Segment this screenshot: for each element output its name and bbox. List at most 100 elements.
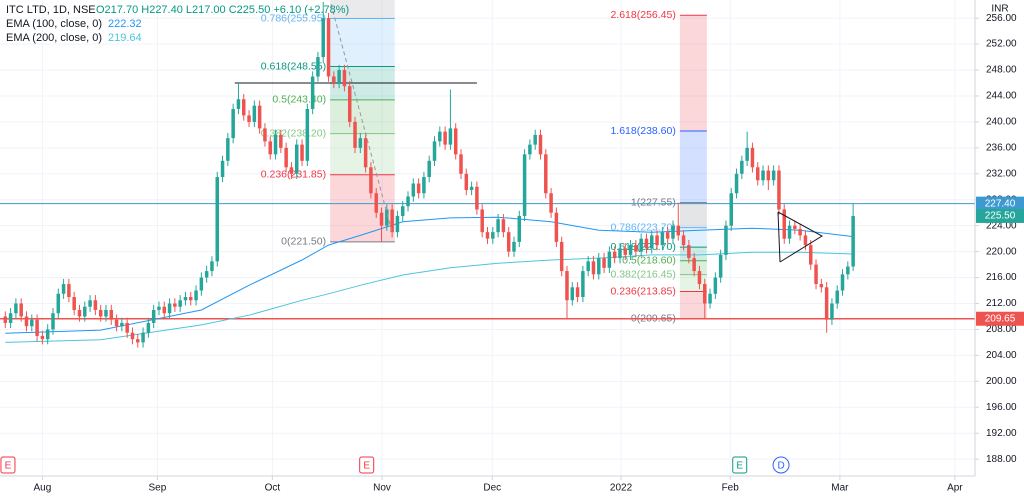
triangle-pattern [777, 211, 823, 263]
candle-body [734, 173, 739, 194]
candle-body [771, 170, 776, 181]
candle-body [167, 303, 172, 314]
candle-body [406, 196, 410, 207]
event-marker [359, 456, 375, 474]
candle-body [814, 264, 818, 285]
fib-zone [330, 18, 395, 67]
candle-body [575, 287, 580, 298]
candle-body [194, 290, 198, 301]
candle-body [761, 170, 765, 181]
candle-body [226, 138, 230, 161]
fib-zone [679, 227, 707, 248]
candle-body [8, 313, 13, 323]
candle-body [554, 212, 559, 242]
candle-body [390, 209, 394, 233]
candle-body [830, 303, 834, 320]
x-tick-label: Aug [33, 483, 51, 494]
candle-body [703, 284, 707, 304]
candle-body [257, 105, 262, 129]
y-tick-label: 204.00 [986, 350, 1017, 361]
candle-body [157, 306, 161, 310]
candle-body [708, 293, 712, 304]
candle-body [729, 193, 733, 226]
candle-body [30, 319, 34, 327]
candle-body [644, 238, 649, 249]
fib-label: 0.786(223.70) [610, 221, 675, 233]
candle-body [448, 128, 453, 145]
candle-body [846, 266, 850, 275]
candle-body [544, 154, 548, 194]
candle-body [803, 235, 808, 246]
candle-body [464, 173, 469, 191]
fib-zone [679, 274, 707, 292]
y-tick-label: 196.00 [986, 402, 1017, 413]
candle-body [639, 238, 643, 252]
candle-body [215, 177, 220, 262]
y-tick-label: 220.00 [986, 246, 1017, 257]
candle-body [284, 147, 288, 168]
fib-label: 0.786(255.95) [261, 12, 326, 24]
candle-body [162, 306, 167, 314]
candle-body [199, 277, 204, 291]
y-tick-label: 240.00 [986, 117, 1017, 128]
y-tick-label: 216.00 [986, 272, 1017, 283]
candle-body [607, 251, 612, 268]
y-tick-label: 256.00 [986, 13, 1017, 24]
candle-body [713, 277, 718, 294]
event-label: D [777, 461, 784, 472]
candle-body [353, 121, 357, 148]
candle-body [570, 287, 575, 301]
candle-body [591, 261, 596, 275]
y-tick-label: 244.00 [986, 91, 1017, 102]
event-label: E [363, 461, 370, 472]
triangle-side [777, 211, 781, 263]
candle-body [745, 147, 749, 161]
candle-body [326, 18, 331, 77]
candle-body [146, 322, 151, 333]
x-tick-label: Sep [148, 483, 166, 494]
candle-body [347, 86, 352, 122]
candle-body [416, 183, 421, 194]
candle-body [35, 319, 39, 336]
price-label: 209.65 [985, 313, 1016, 324]
price-label-box [976, 196, 1024, 211]
candle-body [141, 332, 145, 343]
candle-body [819, 284, 824, 288]
candle-body [618, 248, 622, 259]
candle-body [697, 271, 702, 285]
candle-body [533, 134, 537, 145]
candle-body [427, 160, 431, 178]
fib-zone [679, 130, 707, 203]
candle-body [93, 300, 98, 310]
price-label: 227.40 [985, 198, 1016, 209]
candle-body [300, 144, 304, 161]
candle-body [559, 241, 564, 272]
candle-body [374, 193, 378, 213]
trend-dashed [330, 3, 393, 233]
candle-body [151, 309, 156, 323]
indicator-name: EMA (100, close, 0) [6, 18, 102, 30]
candle-body [109, 309, 114, 320]
candle-body [835, 290, 839, 304]
candle-body [67, 284, 71, 298]
candle-body [178, 300, 182, 307]
fib-zone [330, 174, 395, 242]
candle-body [45, 329, 50, 340]
candle-body [655, 235, 659, 246]
candle-body [485, 232, 490, 239]
candle-body [83, 306, 87, 317]
candle-body [40, 335, 45, 340]
x-tick-label: Apr [947, 483, 963, 494]
candle-body [242, 99, 246, 116]
candle-body [824, 287, 829, 320]
candle-body [14, 303, 18, 314]
candle-body [755, 167, 760, 181]
candle-body [623, 248, 628, 255]
candle-body [777, 170, 781, 210]
candle-body [173, 303, 177, 307]
candle-body [136, 339, 140, 343]
candle-body [316, 57, 320, 77]
candle-body [220, 160, 225, 178]
